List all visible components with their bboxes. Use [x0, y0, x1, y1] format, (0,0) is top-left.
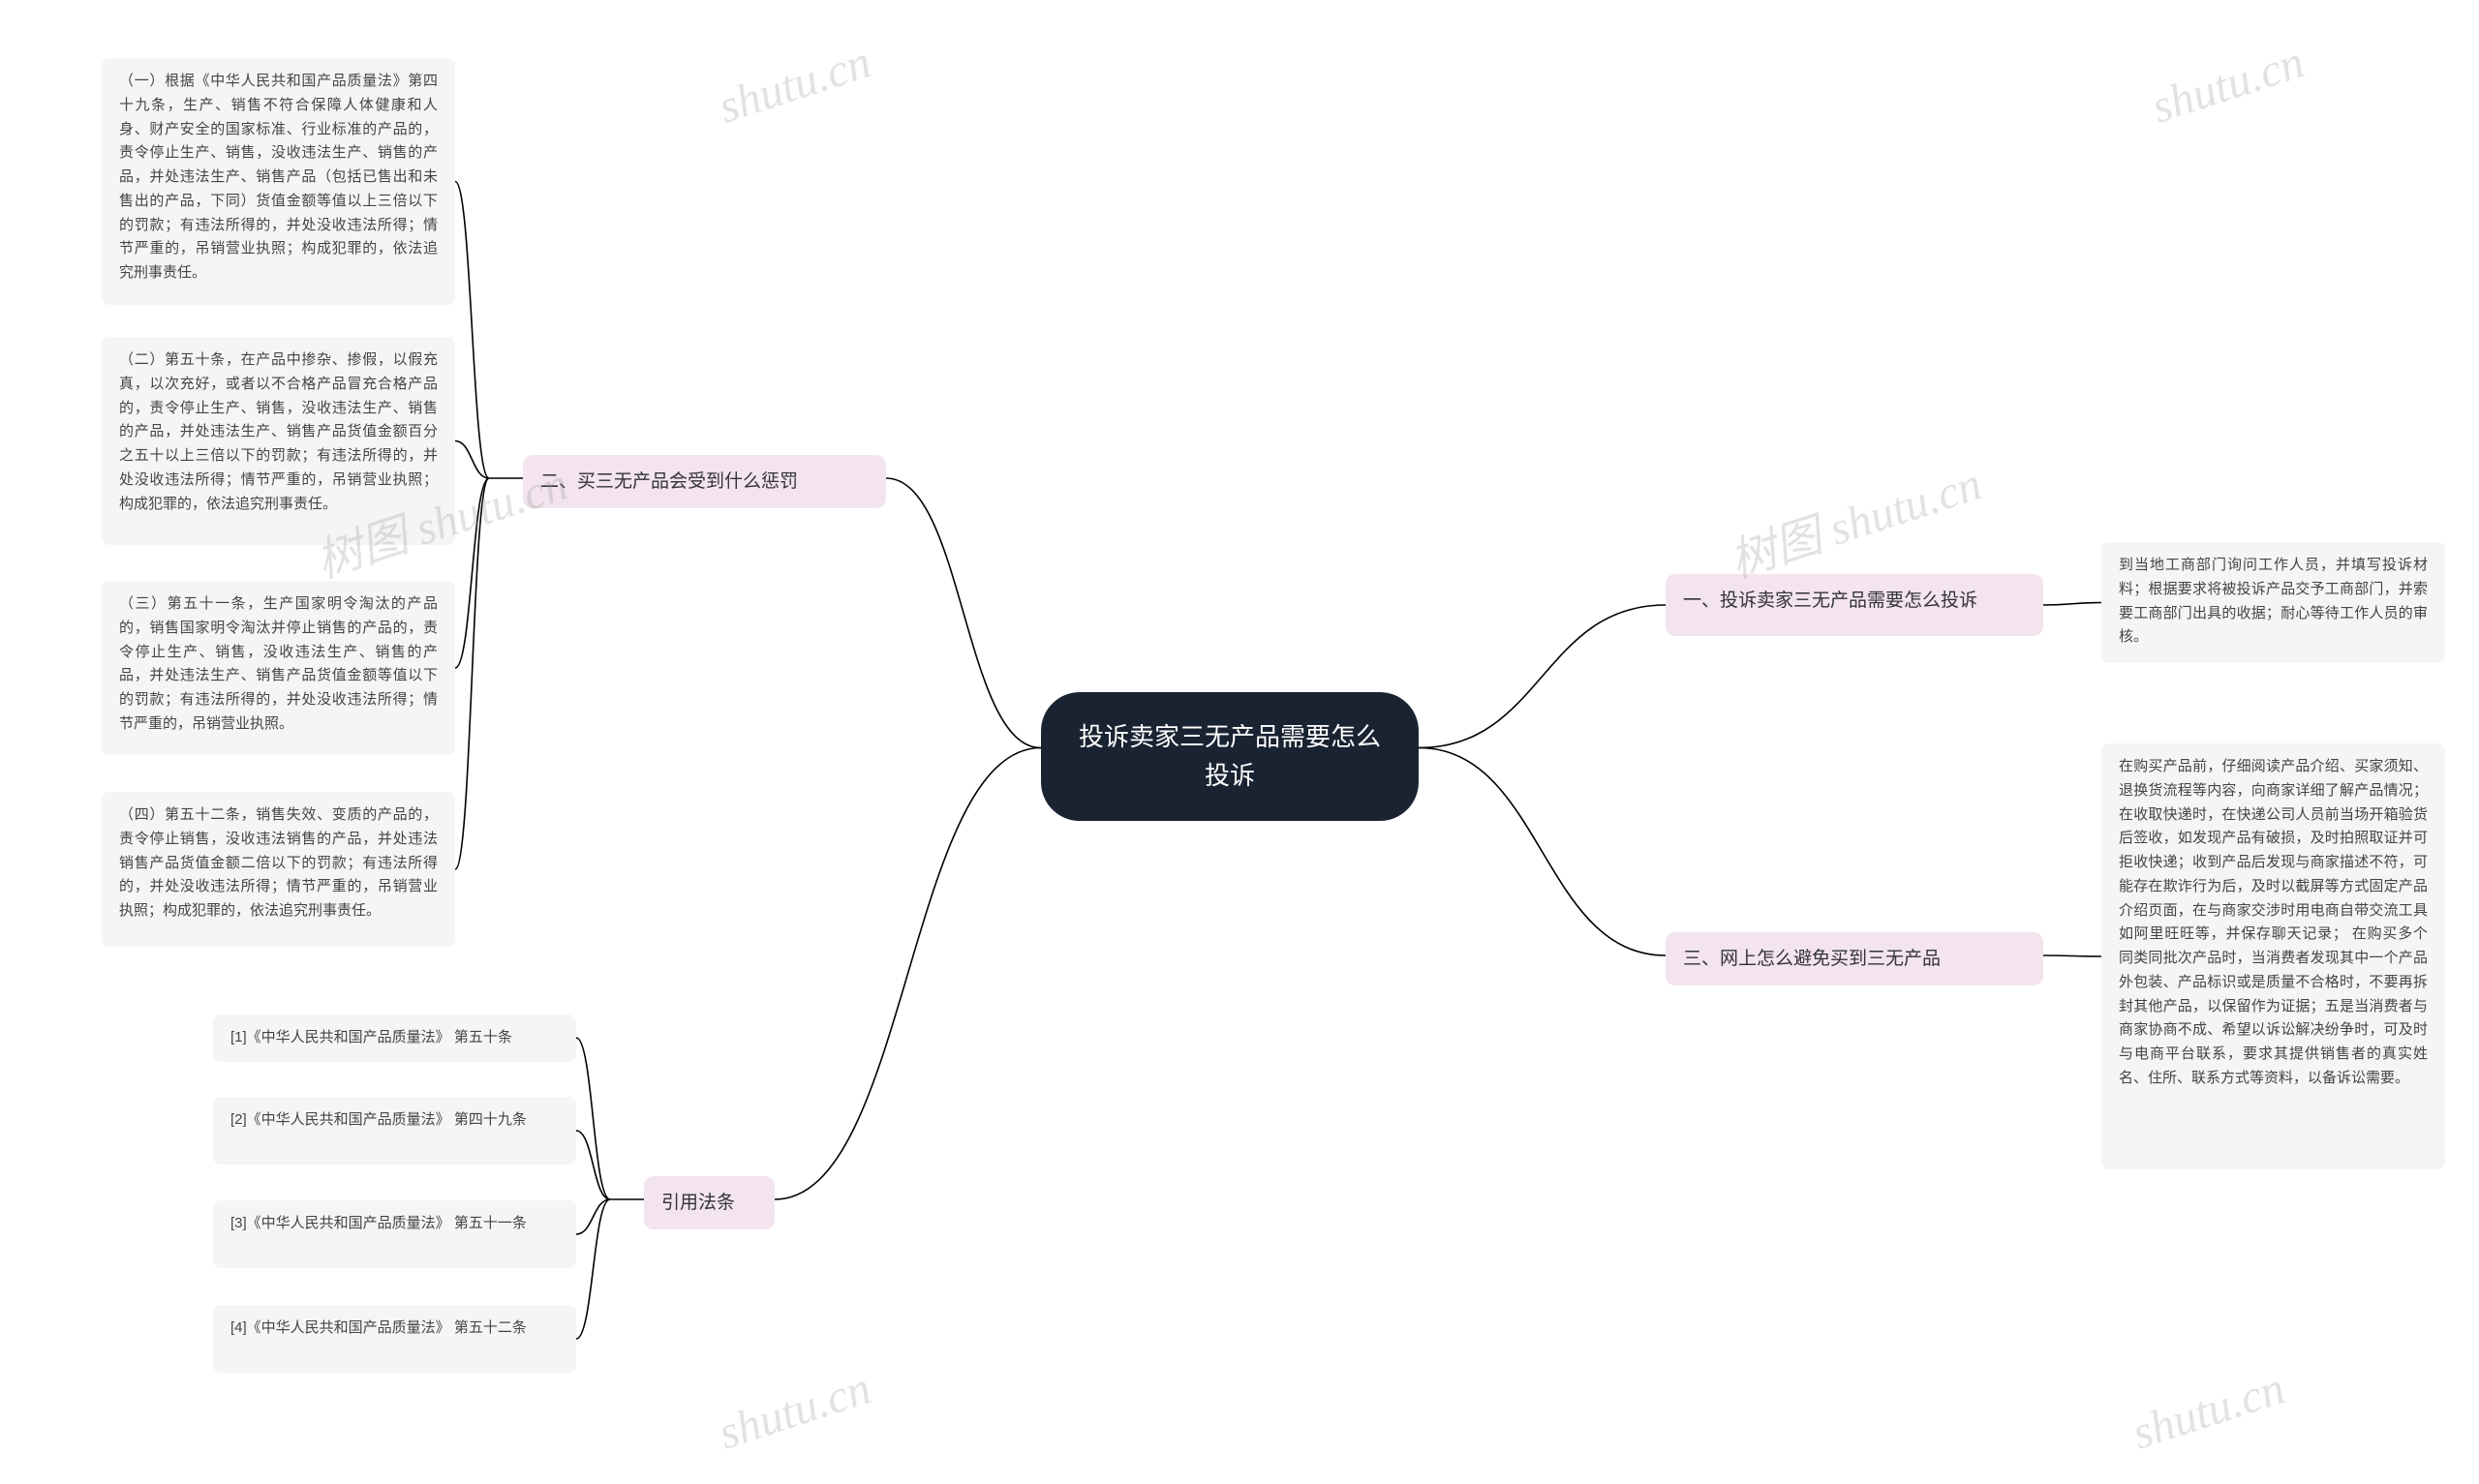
leaf-node: [2]《中华人民共和国产品质量法》 第四十九条	[213, 1097, 576, 1165]
branch-node: 三、网上怎么避免买到三无产品	[1666, 932, 2043, 985]
branch-node: 引用法条	[644, 1176, 775, 1229]
leaf-node: （四）第五十二条，销售失效、变质的产品的，责令停止销售，没收违法销售的产品，并处…	[102, 792, 455, 947]
watermark: shutu.cn	[2126, 1361, 2290, 1460]
branch-node: 二、买三无产品会受到什么惩罚	[523, 455, 886, 508]
leaf-node: [1]《中华人民共和国产品质量法》 第五十条	[213, 1015, 576, 1062]
leaf-node: [4]《中华人民共和国产品质量法》 第五十二条	[213, 1305, 576, 1373]
leaf-node: （三）第五十一条，生产国家明令淘汰的产品的，销售国家明令淘汰并停止销售的产品的，…	[102, 581, 455, 755]
branch-node: 一、投诉卖家三无产品需要怎么投诉	[1666, 574, 2043, 636]
watermark: shutu.cn	[2145, 35, 2310, 134]
leaf-node: 在购买产品前，仔细阅读产品介绍、买家须知、退换货流程等内容，向商家详细了解产品情…	[2101, 743, 2445, 1169]
watermark: shutu.cn	[712, 35, 876, 134]
leaf-node: 到当地工商部门询问工作人员，并填写投诉材料；根据要求将被投诉产品交予工商部门，并…	[2101, 542, 2445, 663]
watermark: 树图 shutu.cn	[1720, 445, 1989, 591]
leaf-node: [3]《中华人民共和国产品质量法》 第五十一条	[213, 1200, 576, 1268]
center-node: 投诉卖家三无产品需要怎么投诉	[1041, 692, 1419, 821]
leaf-node: （二）第五十条，在产品中掺杂、掺假，以假充真，以次充好，或者以不合格产品冒充合格…	[102, 337, 455, 545]
watermark: shutu.cn	[712, 1361, 876, 1460]
leaf-node: （一）根据《中华人民共和国产品质量法》第四十九条，生产、销售不符合保障人体健康和…	[102, 58, 455, 305]
